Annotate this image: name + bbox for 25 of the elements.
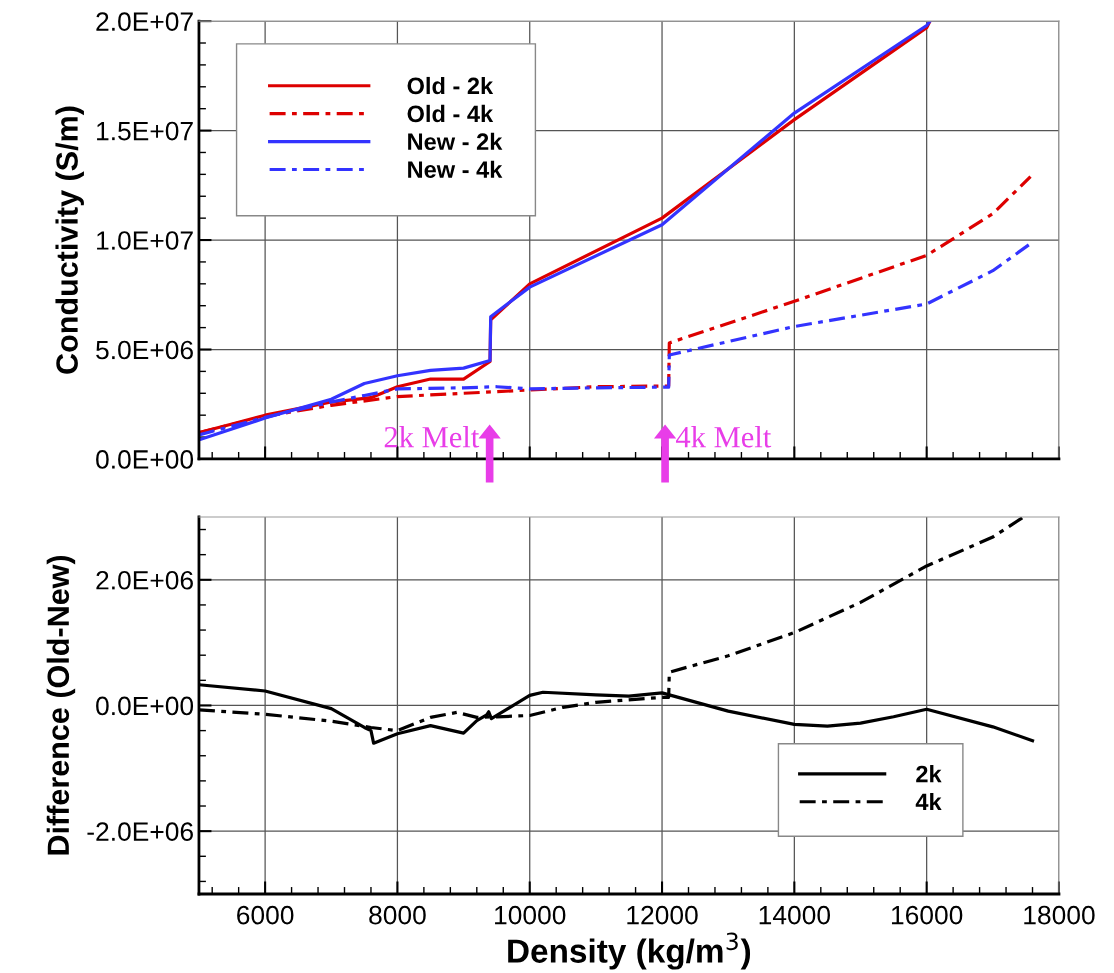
legend-label: New - 4k bbox=[408, 160, 503, 178]
x-tick-label: 6000 bbox=[237, 905, 294, 925]
legend-label: Old - 2k bbox=[407, 76, 494, 95]
legend-label: 2k bbox=[916, 765, 942, 783]
x-tick-label: 12000 bbox=[627, 905, 698, 925]
y-tick-label: 0.0E+00 bbox=[96, 696, 194, 716]
legend-label: New - 2k bbox=[408, 132, 503, 151]
y-tick-label: 2.0E+06 bbox=[96, 570, 193, 590]
x-tick-label: 14000 bbox=[759, 905, 831, 925]
annotation: 4k Melt bbox=[676, 426, 772, 448]
y-tick-label: 1.5E+07 bbox=[97, 121, 193, 141]
y-tick-label: 5.0E+06 bbox=[96, 340, 193, 360]
y-tick-label: 2.0E+07 bbox=[96, 12, 193, 31]
x-axis-title: Density (kg/m$^{3}$) bbox=[508, 932, 751, 970]
legend-label: 4k bbox=[915, 792, 942, 811]
x-tick-label: 16000 bbox=[891, 905, 963, 925]
x-tick-label: 8000 bbox=[369, 905, 426, 925]
x-tick-label: 18000 bbox=[1024, 905, 1095, 925]
y-tick-label: -2.0E+06 bbox=[87, 822, 193, 841]
legend-label: Old - 4k bbox=[407, 104, 494, 123]
y-axis-title: Difference (Old-New) bbox=[46, 555, 76, 855]
y-tick-label: 0.0E+00 bbox=[96, 450, 194, 469]
y-axis-title: Conductivity (S/m) bbox=[55, 106, 84, 374]
y-tick-label: 1.0E+07 bbox=[97, 231, 193, 250]
x-tick-label: 10000 bbox=[495, 905, 566, 925]
